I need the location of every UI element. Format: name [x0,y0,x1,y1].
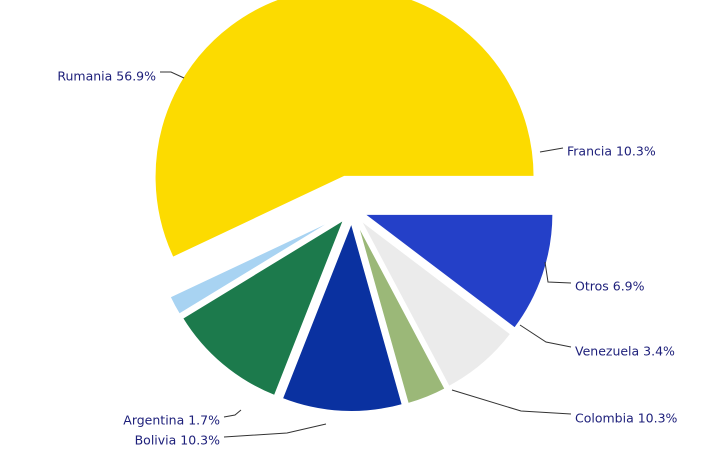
pie-slice-francia [360,212,555,330]
pie-slice-otros [358,218,513,389]
slice-label-argentina: Argentina 1.7% [123,413,220,428]
leader-line-bolivia [223,423,327,438]
slice-label-francia: Francia 10.3% [567,144,656,159]
pie-slice-rumania [153,0,536,260]
leader-line-francia [539,147,564,153]
leader-line-otros [544,261,572,284]
pie-slice-venezuela [355,220,447,406]
slice-label-rumania: Rumania 56.9% [57,69,156,84]
pie-slice-argentina [168,214,342,317]
slice-labels: Francia 10.3% Otros 6.9% Venezuela 3.4% Col… [57,69,677,448]
label-leader-lines [160,71,572,438]
leader-line-rumania [160,71,185,79]
leader-line-argentina [223,409,242,418]
pie-slice-colombia [280,218,405,413]
slice-label-otros: Otros 6.9% [575,279,645,294]
pie-slices [153,0,555,413]
leader-line-colombia [451,389,572,415]
slice-label-venezuela: Venezuela 3.4% [575,344,675,359]
slice-label-colombia: Colombia 10.3% [575,411,678,426]
pie-slice-bolivia [180,216,347,398]
leader-line-venezuela [519,324,572,348]
slice-label-bolivia: Bolivia 10.3% [135,433,221,448]
